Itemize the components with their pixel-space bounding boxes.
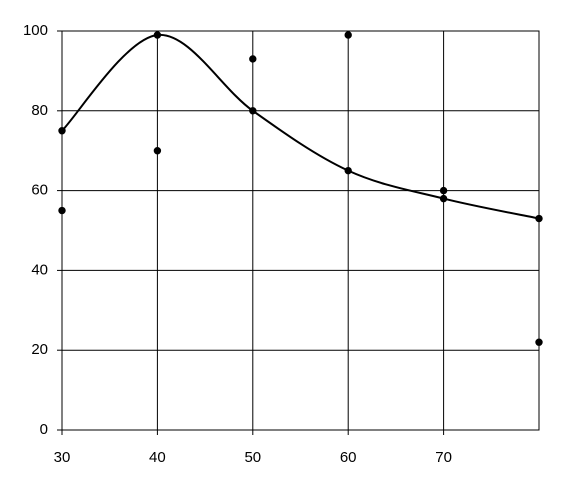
x-tick-label: 40 (149, 449, 166, 466)
y-tick-label: 20 (31, 341, 48, 358)
x-tick-label: 70 (435, 449, 452, 466)
plot-frame (61, 30, 540, 431)
point (58, 206, 66, 215)
point (249, 55, 257, 63)
point (439, 186, 448, 195)
y-tick-label: 0 (40, 421, 48, 438)
x-tick-label: 50 (244, 449, 261, 466)
y-tick-label: 100 (23, 22, 48, 39)
fit-line (61, 33, 540, 220)
point (153, 147, 162, 155)
point (344, 31, 352, 39)
y-tick-label: 80 (31, 102, 48, 119)
x-tick-label: 30 (54, 449, 71, 466)
x-tick-label: 60 (340, 449, 357, 466)
y-tick-label: 60 (31, 182, 48, 199)
point (535, 338, 543, 346)
y-tick-label: 40 (31, 261, 48, 278)
